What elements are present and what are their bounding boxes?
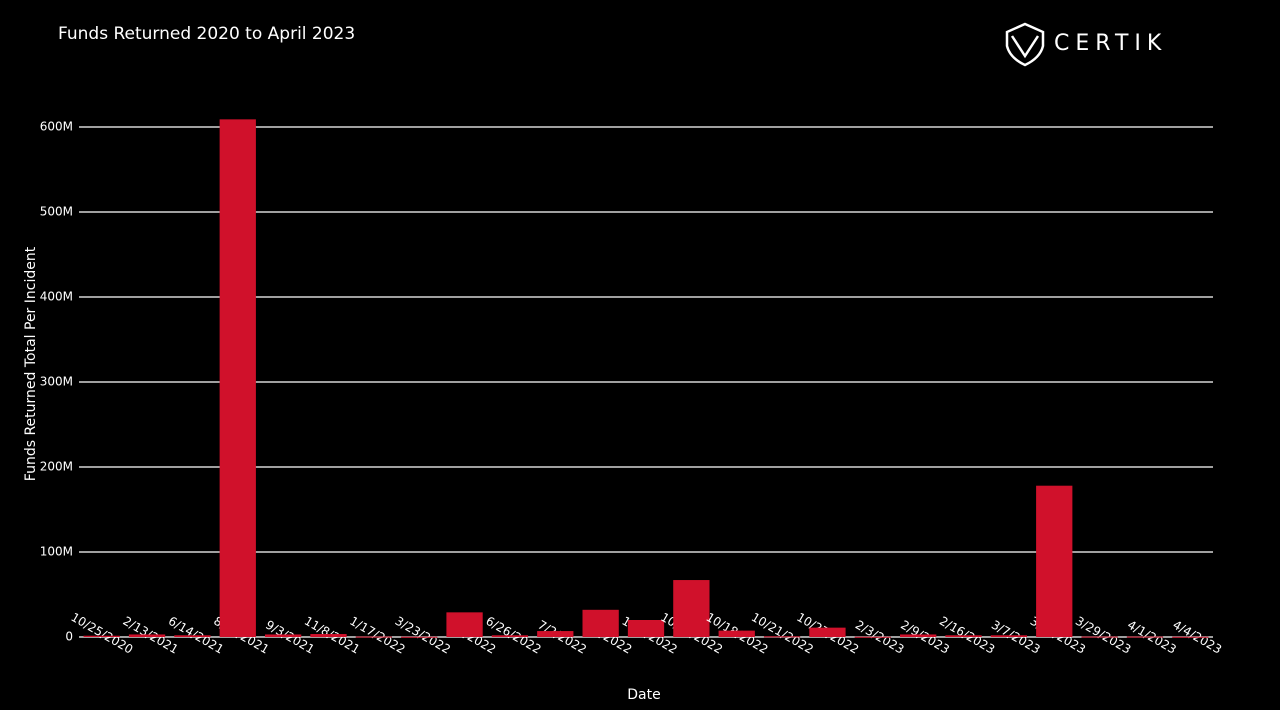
bar bbox=[446, 612, 483, 637]
bar bbox=[945, 635, 982, 637]
y-axis-label: Funds Returned Total Per Incident bbox=[23, 246, 39, 481]
bar bbox=[174, 635, 211, 637]
bar bbox=[763, 636, 801, 638]
bar bbox=[1172, 636, 1209, 638]
bar bbox=[355, 636, 392, 638]
bar bbox=[537, 631, 574, 637]
bar bbox=[990, 635, 1028, 637]
y-tick-label: 500M bbox=[40, 205, 73, 219]
bar bbox=[83, 635, 120, 637]
bar bbox=[491, 635, 529, 637]
bar bbox=[401, 636, 438, 638]
bar bbox=[673, 580, 710, 637]
bar bbox=[264, 634, 302, 637]
x-axis-label: Date bbox=[627, 687, 660, 703]
bar bbox=[854, 636, 891, 638]
chart-title: Funds Returned 2020 to April 2023 bbox=[58, 24, 355, 44]
bar bbox=[900, 634, 937, 637]
bar bbox=[310, 634, 347, 637]
bar bbox=[219, 119, 256, 638]
bar bbox=[1036, 485, 1073, 637]
y-tick-label: 400M bbox=[40, 290, 73, 304]
logo-icon bbox=[1005, 22, 1045, 67]
logo-text: CERTIK bbox=[1054, 31, 1167, 56]
y-tick-label: 300M bbox=[40, 375, 73, 389]
y-tick-label: 200M bbox=[40, 460, 73, 474]
bar bbox=[582, 609, 619, 637]
bar bbox=[718, 630, 755, 637]
y-tick-label: 100M bbox=[40, 545, 73, 559]
bar bbox=[1126, 636, 1164, 638]
bar bbox=[809, 627, 846, 637]
bar bbox=[1081, 636, 1118, 638]
y-tick-label: 0 bbox=[65, 630, 73, 644]
bar bbox=[627, 620, 665, 637]
y-tick-label: 600M bbox=[40, 120, 73, 134]
bar bbox=[128, 634, 166, 637]
